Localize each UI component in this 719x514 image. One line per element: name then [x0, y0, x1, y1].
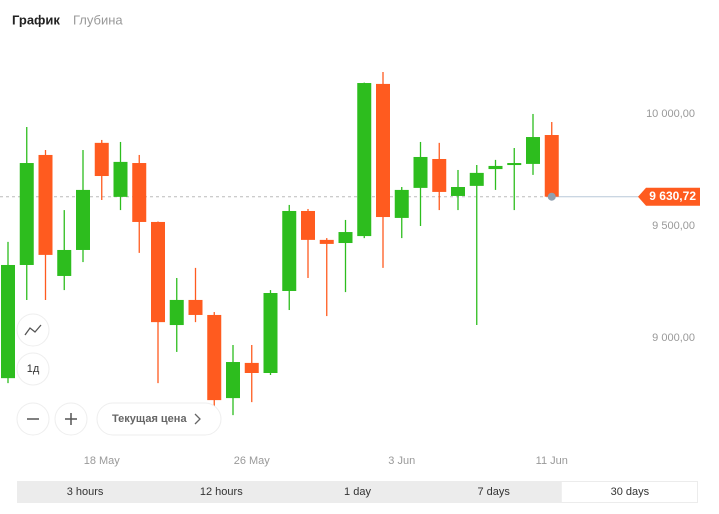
candle-body — [244, 362, 259, 373]
y-tick-label: 9 500,00 — [652, 220, 695, 232]
candle-body — [319, 239, 334, 244]
current-price-button-label: Текущая цена — [112, 413, 187, 425]
candle-body — [507, 163, 522, 166]
x-tick-label: 11 Jun — [536, 455, 568, 467]
line-icon — [24, 324, 42, 336]
candle-body — [57, 249, 72, 276]
range-button[interactable]: 12 hours — [200, 486, 243, 498]
candle-body — [76, 189, 90, 250]
range-button[interactable]: 7 days — [477, 486, 510, 498]
candle-body — [19, 163, 34, 265]
x-tick-label: 26 May — [234, 455, 271, 467]
candle-body — [451, 187, 465, 196]
candle-body — [394, 189, 409, 218]
plot: 9 000,00 9 500,00 10 000,00 18 May 26 May 3 J… — [0, 72, 700, 467]
controls: 1д Текущая цена — [16, 313, 222, 436]
y-tick-label: 9 000,00 — [652, 332, 695, 344]
current-price-button[interactable] — [96, 402, 222, 436]
candle-body — [413, 156, 428, 188]
candle-body — [301, 210, 315, 240]
range-buttons: 3 hours 12 hours 1 day 7 days 30 days — [67, 482, 697, 502]
candle-body — [188, 299, 203, 315]
interval-label: 1д — [27, 363, 40, 375]
range-button[interactable]: 3 hours — [67, 486, 104, 498]
candle-body — [113, 161, 128, 197]
y-tick-label: 10 000,00 — [646, 108, 695, 120]
tab-chart[interactable]: График — [12, 12, 60, 27]
candle-body — [432, 158, 447, 192]
candle-body — [263, 292, 278, 373]
range-button[interactable]: 30 days — [611, 486, 650, 498]
candle-body — [376, 83, 390, 218]
candle-body — [94, 142, 109, 177]
chevron-icon — [194, 413, 201, 425]
candle-body — [1, 264, 15, 379]
range-button[interactable]: 1 day — [344, 486, 371, 498]
candle-body — [169, 299, 184, 326]
range-bar — [17, 481, 698, 503]
candle-body — [207, 314, 222, 401]
candle-body — [469, 172, 484, 186]
current-price-label: 9 630,72 — [649, 189, 696, 203]
candle-body — [357, 83, 372, 237]
candle-body — [526, 137, 540, 164]
x-tick-label: 3 Jun — [388, 455, 415, 467]
range-selected — [561, 482, 697, 502]
candle-body — [226, 362, 240, 399]
tab-depth[interactable]: Глубина — [73, 12, 123, 27]
interval-button[interactable] — [16, 352, 50, 386]
current-price-tag — [638, 187, 700, 206]
plus-icon — [65, 413, 77, 425]
candle-body — [282, 210, 297, 291]
candle-body — [338, 232, 353, 244]
x-tick-label: 18 May — [84, 455, 121, 467]
candle-body — [544, 135, 559, 197]
candle-body — [38, 154, 53, 255]
last-price-dot — [547, 192, 556, 201]
candle-body — [151, 221, 165, 323]
candle-body — [132, 163, 147, 222]
candle-body — [488, 165, 503, 170]
